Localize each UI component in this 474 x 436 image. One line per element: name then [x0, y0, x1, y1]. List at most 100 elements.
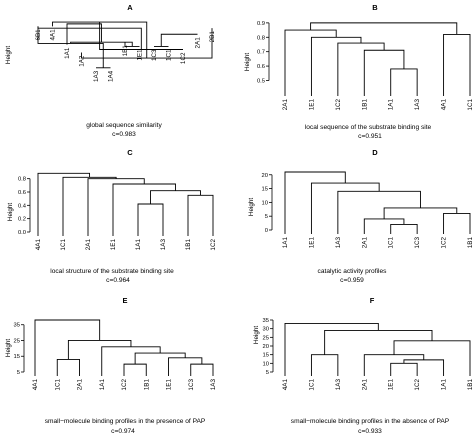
panel-a: A Height 6B1 4A1 1A1 1A2 1A3 1A4 1B1 1E1 1C3 1C1 1…	[5, 3, 216, 138]
leaf-label: 1E1	[308, 99, 315, 111]
leaf-label: 1A4	[108, 70, 115, 82]
y-tick-label: 5	[265, 214, 268, 220]
dendrogram-branch	[403, 359, 445, 376]
y-tick-label: 20	[262, 173, 268, 179]
y-axis-label: Height	[244, 53, 251, 71]
cophenetic-value: c=0.964	[106, 277, 130, 284]
leaf-label: 1C2	[335, 99, 342, 111]
leaf-label: 1A1	[441, 379, 448, 391]
leaf-label: 1A1	[135, 239, 142, 251]
leaf-label: 1A2	[79, 55, 86, 67]
y-tick-label: 0.8	[257, 35, 265, 41]
dendrogram: 1A1 1E1 1A3 2A1 1C1 1C3 1C2 1B1 20 15 10 5 0	[262, 171, 474, 249]
panel-letter: B	[372, 3, 378, 12]
leaf-label: 1B1	[467, 379, 474, 391]
dendrogram-branch	[160, 33, 198, 47]
y-tick-label: 10	[262, 200, 268, 206]
leaf-label: 1B1	[361, 99, 368, 111]
dendrogram-branch	[310, 36, 362, 96]
y-tick-label: 0	[265, 228, 268, 234]
dendrogram-branch	[310, 354, 339, 376]
dendrogram-branch	[37, 172, 91, 236]
y-tick-label: 0.7	[257, 50, 265, 56]
leaf-label: 1A3	[414, 99, 421, 111]
dendrogram-branch	[337, 42, 385, 96]
y-tick-label: 25	[263, 335, 269, 341]
leaf-label: 1A1	[388, 99, 395, 111]
leaf-label: 4A1	[50, 29, 57, 41]
cophenetic-value: c=0.959	[340, 277, 364, 284]
leaf-label: 1E1	[388, 379, 395, 391]
leaf-label: 4A1	[32, 379, 39, 391]
dendrogram-branch	[363, 49, 405, 96]
y-tick-label: 5	[266, 370, 269, 376]
y-axis-label: Height	[5, 46, 12, 64]
dendrogram-branch	[56, 358, 80, 376]
panel-letter: D	[372, 148, 378, 157]
dendrogram-branch	[284, 323, 379, 376]
leaf-label: 1C1	[60, 239, 67, 251]
leaf-label: 1B1	[467, 237, 474, 249]
cophenetic-value: c=0.983	[112, 131, 136, 138]
panel-caption: small−molecule binding profiles in the a…	[291, 418, 450, 425]
y-tick-label: 0.4	[18, 203, 27, 209]
dendrogram-branch	[284, 29, 337, 96]
leaf-label: 2A1	[77, 379, 84, 391]
dendrogram-branch	[284, 171, 346, 234]
dendrogram: 6B1 4A1 1A1 1A2 1A3 1A4 1B1 1E1 1C3 1C1 1C2 2A1 2B1	[35, 21, 216, 82]
dendrogram-branch	[443, 212, 471, 234]
leaf-label: 1C1	[166, 49, 173, 61]
panel-letter: A	[127, 3, 133, 12]
y-tick-label: 0.9	[257, 21, 265, 27]
dendrogram-branch	[363, 218, 405, 234]
dendrogram: 4A1 1C1 2A1 1E1 1A1 1A3 1B1 1C2 0.8 0.6 0.4 0.2 0.0	[18, 172, 217, 251]
dendrogram: 4A1 1C1 1A3 2A1 1E1 1C2 1A1 1B1 35 30 25 20 15 10 5	[263, 318, 474, 391]
dendrogram-branch	[390, 362, 418, 376]
y-tick-label: 25	[14, 338, 20, 344]
cophenetic-value: c=0.951	[358, 133, 382, 140]
cophenetic-value: c=0.974	[111, 428, 135, 435]
leaf-label: 1C3	[151, 49, 158, 61]
leaf-label: 1C2	[210, 239, 217, 251]
dendrogram: 4A1 1C1 2A1 1A1 1C2 1B1 1E1 1C3 1A3 35 25 15 5	[14, 319, 217, 391]
leaf-label: 1A1	[64, 47, 71, 59]
dendrogram-branch	[383, 207, 458, 219]
dendrogram-branch	[87, 178, 145, 236]
panel-caption: local sequence of the substrate binding …	[305, 124, 432, 131]
leaf-label: 1A1	[99, 379, 106, 391]
leaf-label: 1B1	[122, 45, 129, 57]
leaf-label: 6B1	[35, 29, 42, 41]
dendrogram-branch	[363, 354, 425, 376]
dendrogram-branch	[310, 182, 380, 234]
dendrogram-branch	[443, 33, 471, 96]
leaf-label: 1E1	[110, 239, 117, 251]
dendrogram-branch	[150, 190, 201, 204]
leaf-label: 1C1	[308, 379, 315, 391]
leaf-label: 1A3	[335, 237, 342, 249]
y-tick-label: 0.6	[257, 64, 265, 70]
y-tick-label: 10	[263, 361, 269, 367]
dendrogram: 2A1 1E1 1C2 1B1 1A1 1A3 4A1 1C1 0.9 0.8 0.7 0.6 0.5	[257, 21, 474, 111]
leaf-label: 1A3	[160, 239, 167, 251]
dendrogram-branch	[390, 68, 418, 96]
leaf-label: 4A1	[282, 379, 289, 391]
leaf-label: 1E1	[308, 237, 315, 249]
leaf-label: 1E1	[166, 379, 173, 391]
dendrogram-branch	[390, 224, 418, 234]
leaf-label: 1C2	[180, 52, 187, 64]
dendrogram-branch	[324, 329, 433, 355]
leaf-label: 2A1	[361, 237, 368, 249]
leaf-label: 1C1	[388, 237, 395, 249]
y-tick-label: 0.6	[18, 190, 26, 196]
y-tick-label: 15	[263, 353, 269, 359]
dendrogram-branch	[337, 190, 421, 234]
leaf-label: 1B1	[185, 239, 192, 251]
y-tick-label: 35	[263, 318, 269, 324]
leaf-label: 2A1	[195, 37, 202, 49]
panel-f: F Height 4A1 1C1 1A3 2A1 1E1 1C2 1A1 1B1 35 30 25 2…	[253, 296, 474, 435]
leaf-label: 1B1	[143, 379, 150, 391]
y-tick-label: 5	[17, 370, 20, 376]
panel-caption: catalytic activity profiles	[318, 268, 388, 275]
panel-c: C Height 4A1 1C1 2A1 1E1 1A1 1A3 1B1 1C2 0.8 0.6 0…	[7, 148, 217, 284]
y-axis-label: Height	[7, 203, 14, 221]
